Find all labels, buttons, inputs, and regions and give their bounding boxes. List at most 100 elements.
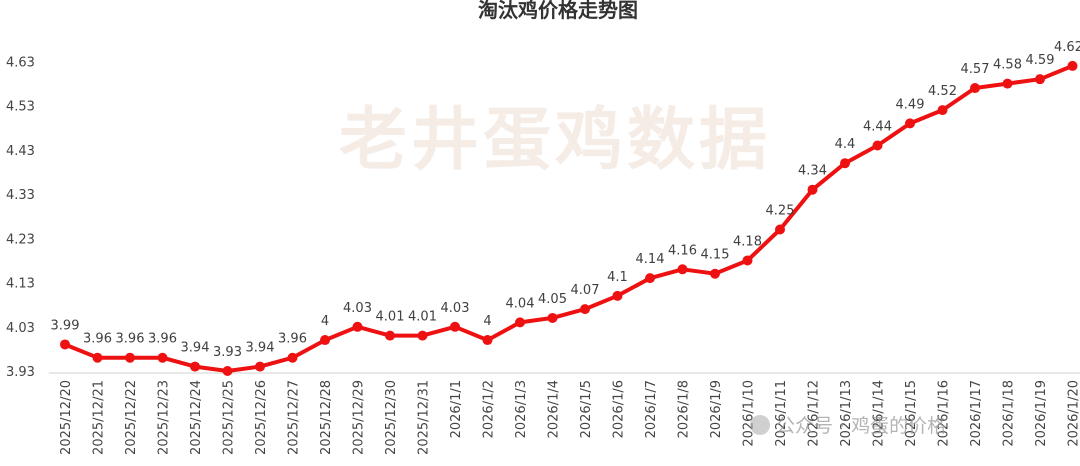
x-tick-label: 2026/1/18 xyxy=(1002,380,1017,447)
data-point xyxy=(775,224,785,235)
data-point xyxy=(352,321,363,332)
x-tick-label: 2025/12/31 xyxy=(417,380,432,455)
x-tick-label: 2026/1/14 xyxy=(872,380,887,447)
wechat-badge: 公众号 · 鸡蛋的价格 xyxy=(750,415,946,437)
data-point xyxy=(320,335,330,346)
data-label: 4.01 xyxy=(376,310,405,325)
x-tick-label: 2025/12/29 xyxy=(352,380,367,455)
x-tick-label: 2025/12/20 xyxy=(59,380,74,455)
data-point xyxy=(385,330,395,341)
data-label: 3.96 xyxy=(278,332,307,347)
data-point xyxy=(1002,78,1013,89)
data-point xyxy=(905,118,915,129)
price-series xyxy=(60,60,1078,376)
data-label: 4.52 xyxy=(928,84,957,99)
y-tick-label: 4.23 xyxy=(6,232,35,247)
data-point xyxy=(255,361,265,372)
x-tick-label: 2026/1/20 xyxy=(1067,380,1080,447)
watermark-text: 老井蛋鸡数据 xyxy=(339,101,771,180)
x-tick-label: 2025/12/25 xyxy=(222,380,237,455)
x-tick-label: 2026/1/19 xyxy=(1034,380,1049,447)
chart-title: 淘汰鸡价格走势图 xyxy=(478,0,638,22)
y-tick-label: 4.53 xyxy=(6,100,35,115)
data-point xyxy=(60,339,70,350)
x-tick-label: 2026/1/12 xyxy=(807,380,822,447)
x-tick-label: 2025/12/22 xyxy=(124,380,139,455)
data-label: 4.25 xyxy=(766,204,795,219)
data-label: 4.01 xyxy=(408,310,437,325)
data-point xyxy=(417,330,428,341)
x-tick-label: 2026/1/17 xyxy=(969,380,984,447)
data-label: 3.96 xyxy=(83,332,112,347)
y-tick-label: 3.93 xyxy=(6,365,35,380)
data-point xyxy=(970,83,980,94)
x-tick-label: 2026/1/15 xyxy=(904,380,919,447)
x-tick-label: 2025/12/28 xyxy=(319,380,334,455)
x-tick-label: 2026/1/1 xyxy=(449,380,464,438)
data-label: 3.99 xyxy=(51,318,80,333)
data-label: 3.94 xyxy=(246,341,275,356)
x-tick-label: 2026/1/13 xyxy=(839,380,854,447)
data-label: 4.62 xyxy=(1054,40,1080,55)
data-point xyxy=(677,264,688,275)
y-tick-label: 4.33 xyxy=(6,188,35,203)
data-point xyxy=(710,268,720,279)
y-tick-label: 4.13 xyxy=(6,277,35,292)
x-axis: 2025/12/20 2025/12/21 2025/12/22 2025/12/23… xyxy=(59,380,1080,455)
y-tick-label: 4.03 xyxy=(6,321,35,336)
data-label: 3.94 xyxy=(181,341,210,356)
x-tick-label: 2025/12/21 xyxy=(92,380,107,455)
data-label: 4.05 xyxy=(538,292,567,307)
data-point xyxy=(287,352,298,363)
wechat-icon xyxy=(750,415,770,435)
x-tick-label: 2025/12/26 xyxy=(254,380,269,455)
data-label: 4 xyxy=(321,314,329,329)
data-label: 4.49 xyxy=(896,97,925,112)
data-label: 4.34 xyxy=(798,164,827,179)
x-tick-label: 2026/1/7 xyxy=(644,380,659,438)
data-point xyxy=(612,290,623,301)
data-point xyxy=(92,352,103,363)
series-line xyxy=(63,63,1075,373)
data-label: 4.57 xyxy=(961,62,990,77)
x-tick-label: 2026/1/16 xyxy=(937,380,952,447)
data-label: 4 xyxy=(483,314,491,329)
x-tick-label: 2026/1/2 xyxy=(482,380,497,438)
data-label: 4.44 xyxy=(863,120,892,135)
x-tick-label: 2026/1/11 xyxy=(774,380,789,447)
data-point xyxy=(580,304,590,315)
data-point xyxy=(872,140,883,151)
data-label: 4.15 xyxy=(701,248,730,263)
data-label: 4.59 xyxy=(1026,53,1055,68)
data-point xyxy=(645,273,655,284)
data-label: 4.07 xyxy=(571,283,600,298)
data-label: 4.03 xyxy=(343,301,372,316)
data-point xyxy=(937,105,948,116)
data-point xyxy=(482,335,493,346)
data-label: 4.03 xyxy=(441,301,470,316)
x-tick-label: 2025/12/30 xyxy=(384,380,399,455)
data-label: 3.96 xyxy=(148,332,177,347)
data-point xyxy=(157,352,168,363)
x-tick-label: 2026/1/8 xyxy=(677,380,692,438)
data-point xyxy=(515,317,525,328)
x-tick-label: 2026/1/4 xyxy=(547,380,562,438)
data-label: 4.04 xyxy=(506,296,535,311)
x-tick-label: 2026/1/10 xyxy=(742,380,757,447)
data-point xyxy=(1035,74,1045,85)
data-label: 4.14 xyxy=(636,252,665,267)
data-point xyxy=(450,321,460,332)
data-point xyxy=(547,312,558,323)
data-label: 4.58 xyxy=(993,58,1022,73)
data-label: 4.16 xyxy=(668,243,697,258)
x-tick-label: 2025/12/23 xyxy=(157,380,172,455)
data-point xyxy=(742,255,753,266)
data-label: 3.96 xyxy=(116,332,145,347)
x-tick-label: 2026/1/9 xyxy=(709,380,724,438)
data-point xyxy=(125,352,135,363)
data-label: 4.18 xyxy=(733,234,762,249)
y-tick-label: 4.43 xyxy=(6,144,35,159)
x-tick-label: 2026/1/6 xyxy=(612,380,627,438)
x-tick-label: 2026/1/3 xyxy=(514,380,529,438)
